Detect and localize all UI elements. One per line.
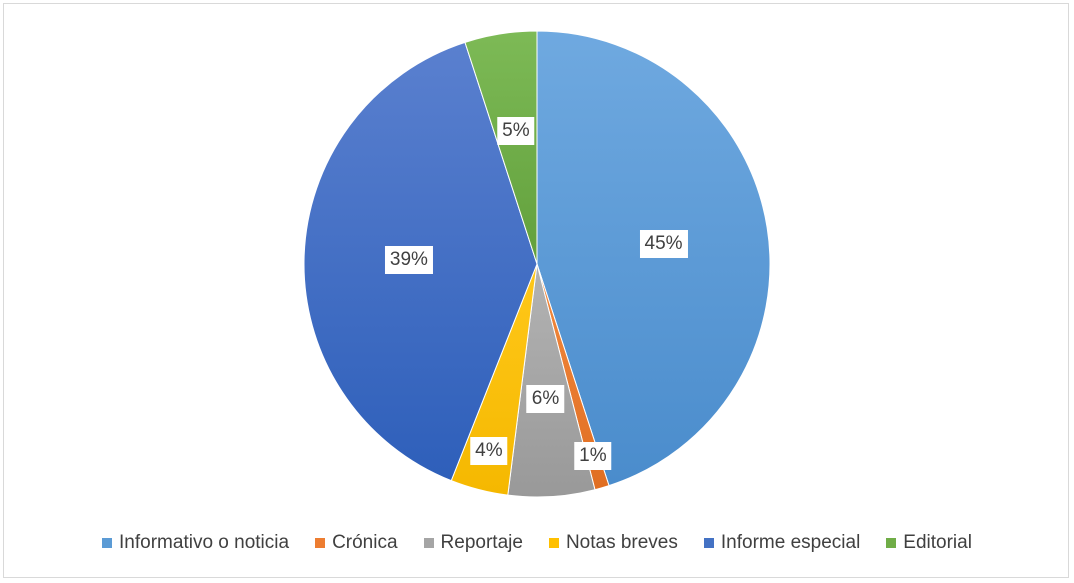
data-label-editorial: 5%	[497, 116, 535, 145]
data-label-reportaje: 6%	[526, 384, 565, 413]
legend-swatch	[315, 538, 326, 548]
legend-item-informativo-o-noticia: Informativo o noticia	[102, 532, 289, 554]
legend-label: Informe especial	[720, 532, 861, 553]
data-label-cronica: 1%	[574, 442, 612, 471]
legend-label: Reportaje	[440, 532, 523, 553]
legend-item-notas-breves: Notas breves	[548, 532, 678, 554]
data-label-informativo-o-noticia: 45%	[639, 229, 688, 258]
legend-item-reportaje: Reportaje	[423, 532, 523, 554]
legend-swatch	[886, 538, 897, 548]
legend-swatch	[423, 538, 434, 548]
legend-label: Notas breves	[565, 532, 678, 553]
legend-item-editorial: Editorial	[886, 532, 972, 554]
legend-item-informe-especial: Informe especial	[703, 532, 861, 554]
legend-swatch	[703, 538, 714, 548]
legend-item-cronica: Crónica	[315, 532, 398, 554]
pie-slice-informativo-o-noticia	[536, 30, 771, 487]
legend-swatch	[548, 538, 559, 548]
legend: Informativo o noticia Crónica Reportaje Not…	[0, 530, 1074, 556]
data-label-informe-especial: 39%	[384, 245, 433, 274]
legend-swatch	[102, 538, 113, 548]
legend-label: Informativo o noticia	[119, 532, 290, 553]
legend-label: Crónica	[332, 532, 398, 553]
pie-slice-editorial	[464, 30, 538, 265]
legend-label: Editorial	[903, 532, 972, 553]
data-label-notas-breves: 4%	[470, 437, 508, 466]
